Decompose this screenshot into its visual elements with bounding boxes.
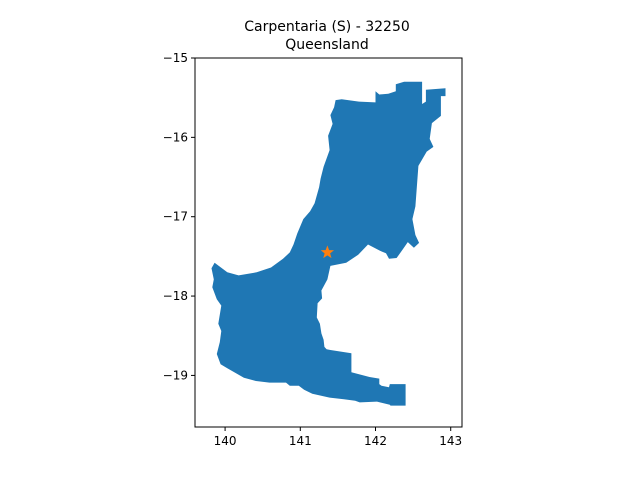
- y-tick-label: −18: [163, 289, 188, 303]
- y-tick-label: −16: [163, 130, 188, 144]
- carpentaria-region-shape[interactable]: [211, 81, 446, 406]
- axes-frame: [194, 57, 463, 428]
- location-star-marker[interactable]: [320, 245, 335, 259]
- plot-area: [194, 57, 463, 428]
- y-tick-label: −15: [163, 51, 188, 65]
- x-axis: 140 141 142 143: [214, 427, 462, 448]
- x-tick-label: 142: [364, 434, 387, 448]
- y-tick-label: −19: [163, 368, 188, 382]
- x-tick-label: 140: [214, 434, 237, 448]
- x-tick-label: 143: [439, 434, 462, 448]
- x-tick-label: 141: [289, 434, 312, 448]
- y-tick-label: −17: [163, 210, 188, 224]
- map-title-line-2: Queensland: [285, 37, 369, 53]
- y-axis: −15 −16 −17 −18 −19: [163, 51, 195, 382]
- map-title-line-1: Carpentaria (S) - 32250: [244, 19, 410, 35]
